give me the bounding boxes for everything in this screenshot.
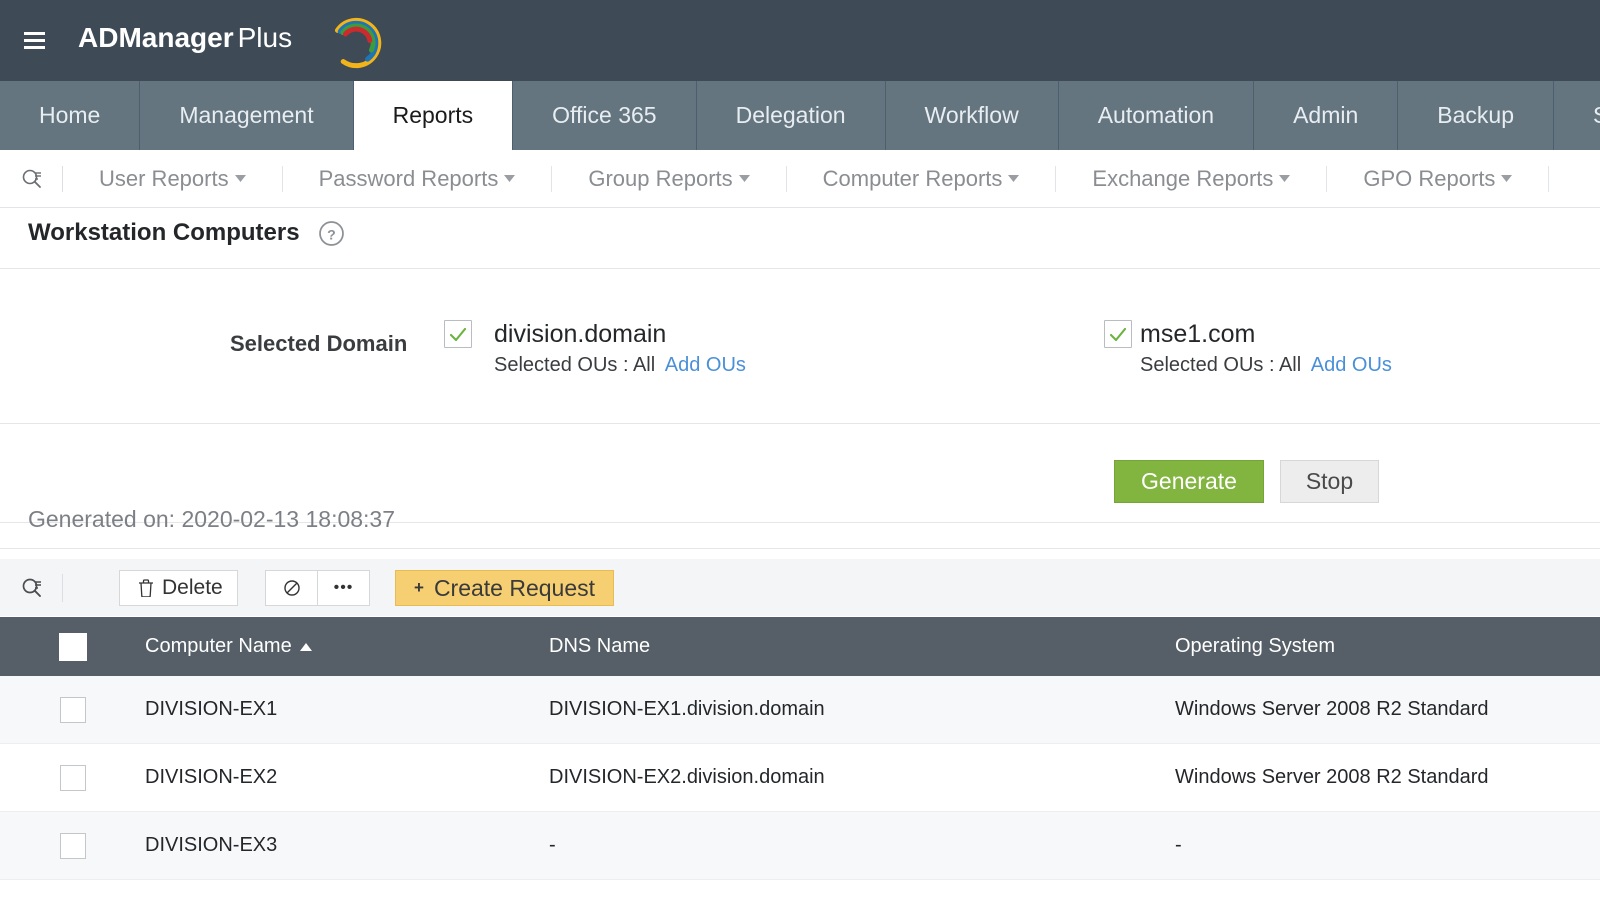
- svg-text:?: ?: [327, 227, 336, 243]
